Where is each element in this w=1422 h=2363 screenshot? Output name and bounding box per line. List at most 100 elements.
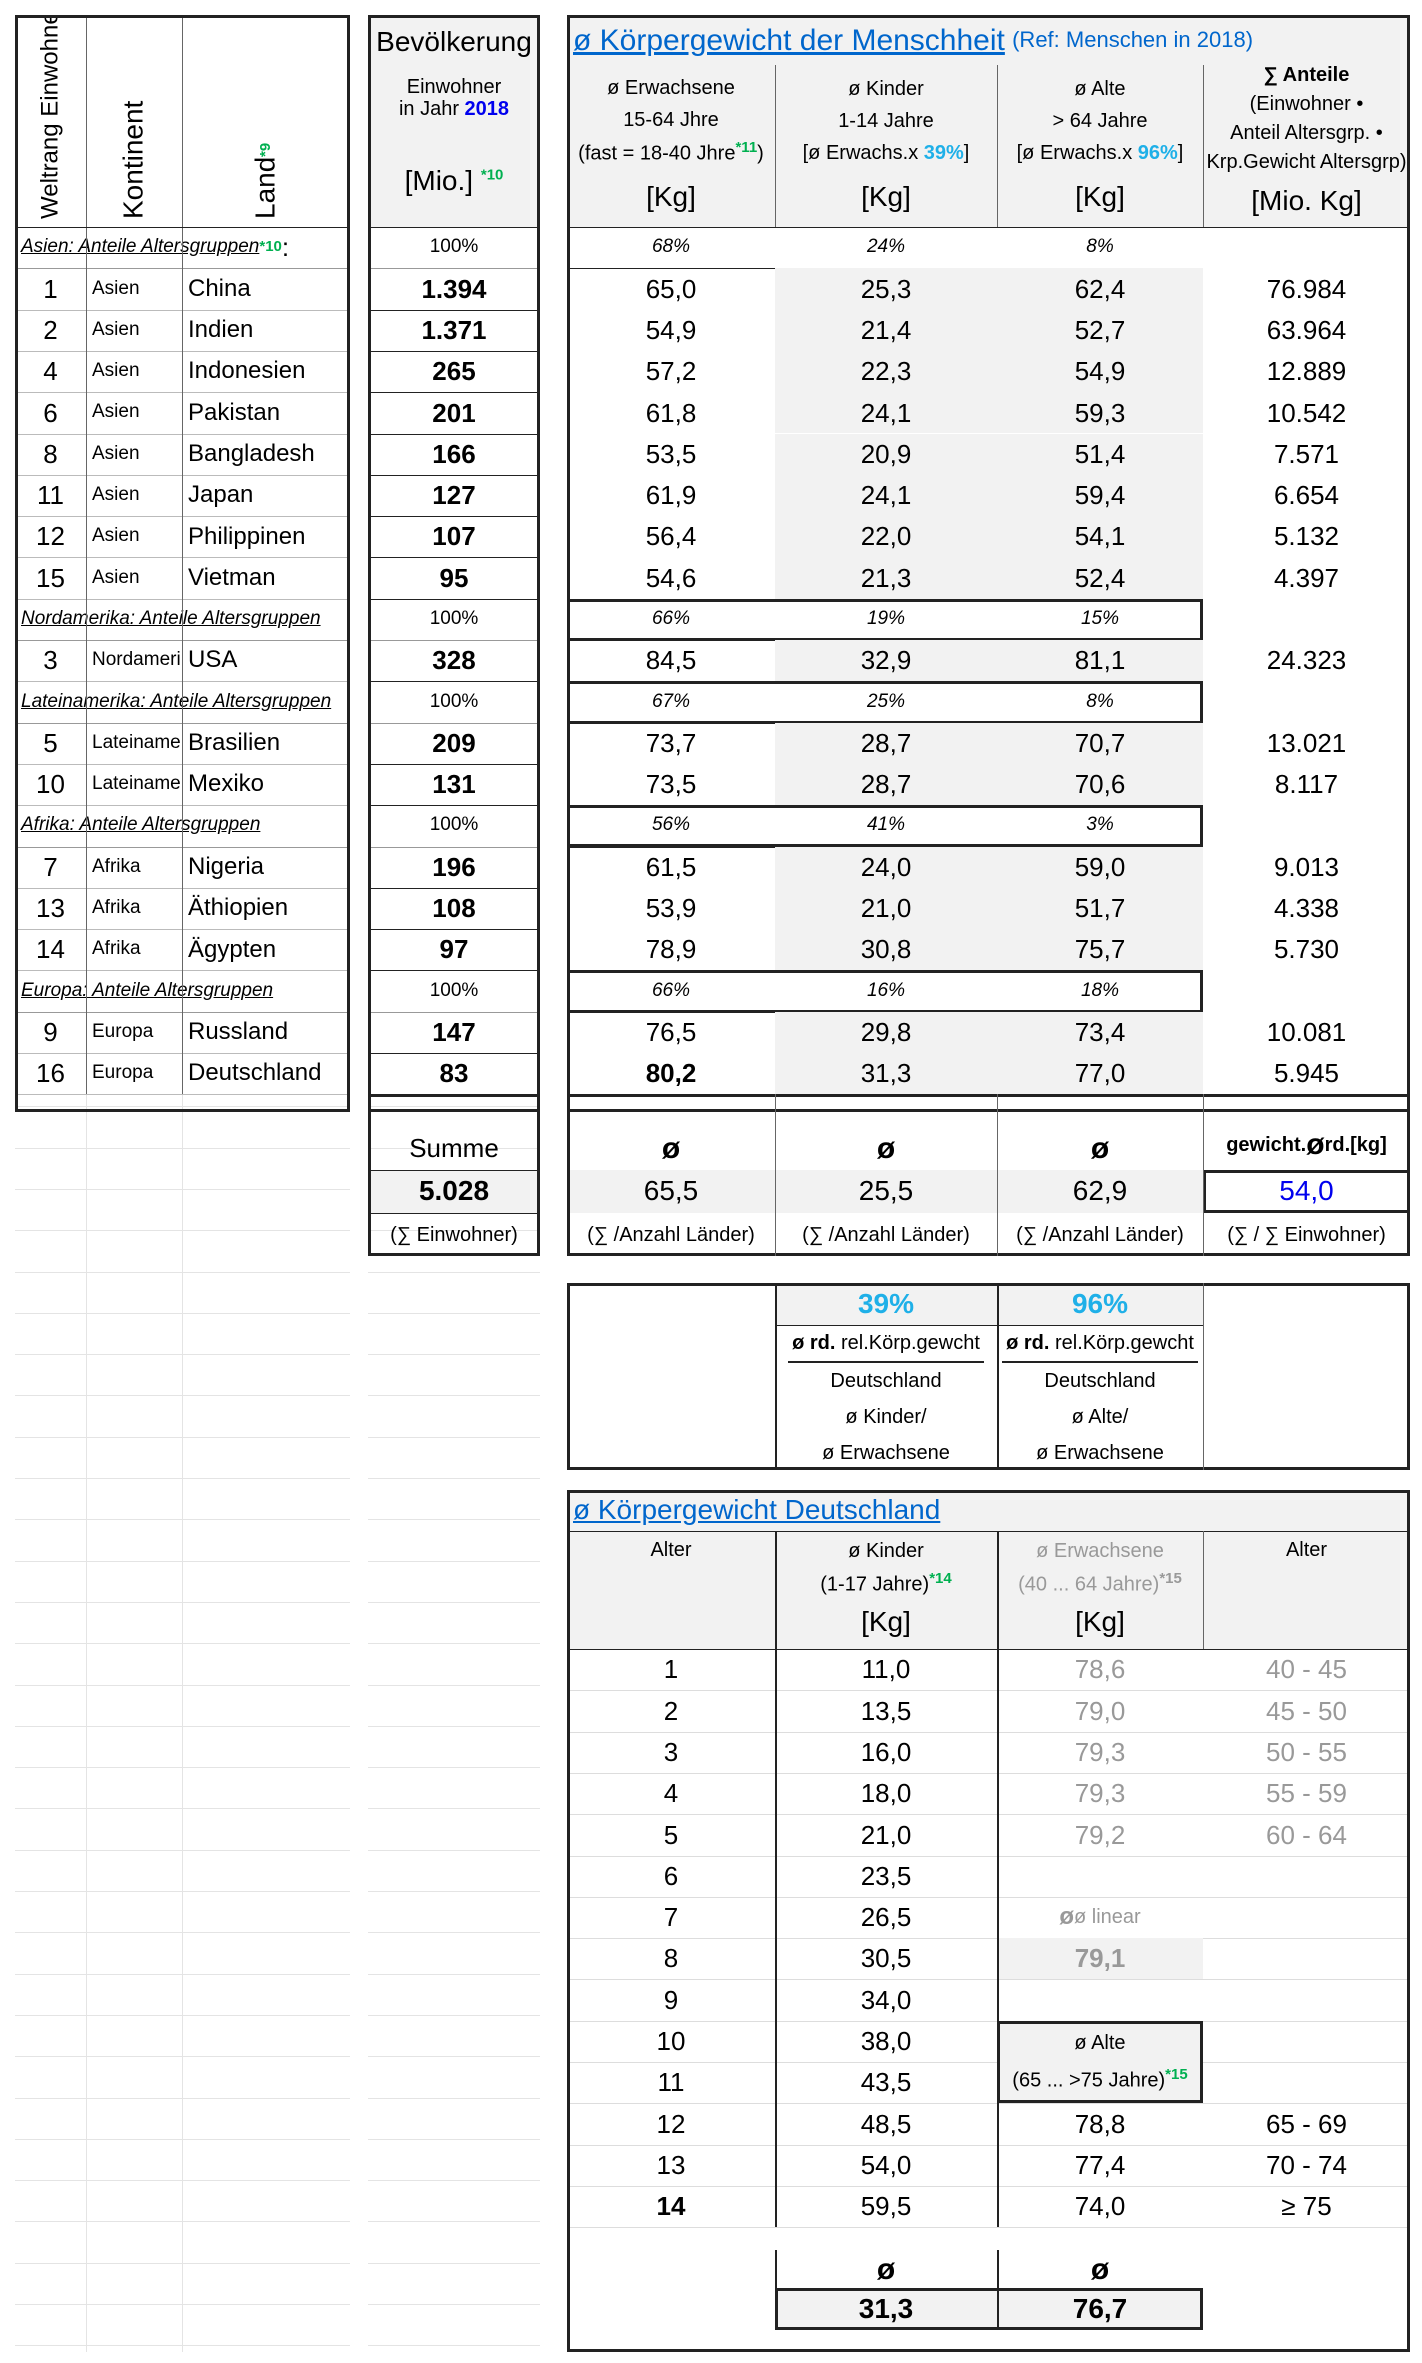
child-weight[interactable]: 22,0	[775, 516, 997, 558]
child-weight[interactable]: 29,8	[775, 1011, 997, 1053]
group-age-share[interactable]: 8%	[1086, 236, 1114, 258]
rank[interactable]: 6	[43, 397, 58, 428]
group-age-share[interactable]: 67%	[651, 690, 691, 712]
group-pop-share[interactable]: 100%	[429, 236, 479, 258]
relative-desc-child[interactable]: ø rd. rel.Körp.gewcht Deutschland ø Kinder…	[775, 1325, 997, 1470]
rank[interactable]: 15	[36, 562, 65, 593]
continent[interactable]: Asien	[92, 442, 140, 464]
population-total-note[interactable]: (∑ Einwohner)	[390, 1223, 518, 1246]
old-weight[interactable]: 75,7	[997, 929, 1203, 971]
age-range[interactable]: 50 - 55	[1266, 1736, 1347, 1767]
header-adult[interactable]: ø Erwachsene 15-64 Jhre (fast = 18-40 Jhre…	[567, 65, 775, 227]
child-weight[interactable]: 48,5	[860, 2108, 912, 2139]
old-weight[interactable]: 59,0	[997, 846, 1203, 888]
old-weight[interactable]: 51,4	[997, 433, 1203, 475]
old-weight[interactable]: 54,9	[997, 350, 1203, 393]
child-weight[interactable]: 32,9	[775, 640, 997, 682]
weight-sum[interactable]: 7.571	[1273, 438, 1340, 469]
age[interactable]: 9	[663, 1984, 679, 2015]
group-age-share[interactable]: 41%	[866, 814, 906, 836]
group-label[interactable]: Lateinamerika: Anteile Altersgruppen	[15, 681, 350, 722]
rank[interactable]: 4	[43, 356, 58, 387]
group-pop-share[interactable]: 100%	[429, 979, 479, 1001]
adult-weight[interactable]: 80,2	[645, 1058, 697, 1089]
avg-note[interactable]: (∑ /Anzahl Länder)	[587, 1223, 755, 1246]
rank[interactable]: 3	[43, 645, 58, 676]
population[interactable]: 127	[432, 480, 476, 511]
avg-symbol[interactable]: ø	[876, 2252, 896, 2286]
main-title[interactable]: ø Körpergewicht der Menschheit (Ref: Men…	[567, 15, 1410, 65]
avg-value[interactable]: 65,5	[567, 1170, 775, 1213]
age-header[interactable]: Alter	[567, 1531, 775, 1649]
header-sum[interactable]: ∑ Anteile (Einwohner • Anteil Altersgrp. •…	[1203, 55, 1410, 227]
child-weight[interactable]: 18,0	[860, 1778, 912, 1809]
age[interactable]: 11	[657, 2067, 685, 2098]
child-weight[interactable]: 13,5	[860, 1695, 912, 1726]
age-range[interactable]: 40 - 45	[1266, 1654, 1347, 1685]
adult-weight[interactable]: 54,9	[645, 314, 697, 345]
child-weight[interactable]: 11,0	[861, 1654, 911, 1685]
child-header[interactable]: ø Kinder (1-17 Jahre)*14 [Kg]	[775, 1531, 997, 1649]
weight-sum[interactable]: 24.323	[1266, 645, 1347, 676]
rank[interactable]: 12	[36, 521, 65, 552]
child-weight[interactable]: 23,5	[860, 1860, 912, 1891]
avg-note[interactable]: (∑ /Anzahl Länder)	[1016, 1223, 1184, 1246]
continent[interactable]: Europa	[92, 1020, 154, 1042]
group-age-share[interactable]: 16%	[866, 979, 906, 1001]
weighted-note[interactable]: (∑ / ∑ Einwohner)	[1227, 1223, 1386, 1246]
weight-sum[interactable]: 5.945	[1273, 1058, 1340, 1089]
country-name[interactable]: Bangladesh	[188, 439, 315, 467]
germany-title[interactable]: ø Körpergewicht Deutschland	[567, 1490, 1410, 1531]
adult-weight[interactable]: 74,0	[1074, 2191, 1126, 2222]
child-weight[interactable]: 31,3	[775, 1053, 997, 1095]
age[interactable]: 4	[663, 1778, 679, 1809]
group-age-share[interactable]: 56%	[651, 814, 691, 836]
age[interactable]: 3	[663, 1736, 679, 1767]
age[interactable]: 14	[656, 2191, 686, 2222]
age[interactable]: 10	[656, 2026, 686, 2057]
child-weight[interactable]: 38,0	[860, 2026, 912, 2057]
old-ratio[interactable]: 96%	[997, 1283, 1203, 1325]
country-name[interactable]: Vietman	[188, 563, 276, 591]
rank[interactable]: 2	[43, 314, 58, 345]
age-range[interactable]: 55 - 59	[1266, 1778, 1347, 1809]
continent[interactable]: Afrika	[92, 855, 141, 877]
rank[interactable]: 10	[36, 769, 65, 800]
avg-symbol[interactable]: ø	[876, 1132, 896, 1165]
population[interactable]: 166	[432, 438, 476, 469]
age-range[interactable]: 65 - 69	[1266, 2108, 1347, 2139]
adult-header[interactable]: ø Erwachsene (40 ... 64 Jahre)*15 [Kg]	[997, 1531, 1203, 1649]
age-range[interactable]: 60 - 64	[1266, 1819, 1347, 1850]
child-average[interactable]: 31,3	[775, 2288, 997, 2330]
country-name[interactable]: Russland	[188, 1018, 289, 1046]
child-weight[interactable]: 21,4	[775, 309, 997, 351]
rank[interactable]: 7	[43, 851, 58, 882]
avg-symbol[interactable]: ø	[1090, 2252, 1110, 2286]
child-weight[interactable]: 28,7	[775, 763, 997, 806]
adult-weight[interactable]: 56,4	[645, 521, 697, 552]
rank[interactable]: 9	[43, 1017, 58, 1048]
age[interactable]: 5	[663, 1819, 679, 1850]
adult-weight[interactable]: 57,2	[645, 356, 697, 387]
adult-weight[interactable]: 77,4	[1074, 2149, 1126, 2180]
weighted-average[interactable]: 54,0	[1203, 1170, 1410, 1213]
avg-value[interactable]: 25,5	[775, 1170, 997, 1213]
population[interactable]: 209	[432, 727, 476, 758]
child-weight[interactable]: 26,5	[860, 1902, 912, 1933]
adult-weight[interactable]: 76,5	[645, 1017, 697, 1048]
avg-symbol[interactable]: ø	[661, 1132, 681, 1165]
group-age-share[interactable]: 18%	[1080, 979, 1120, 1001]
child-ratio[interactable]: 39%	[775, 1283, 997, 1325]
adult-weight[interactable]: 65,0	[645, 273, 697, 304]
country-name[interactable]: Japan	[188, 481, 254, 509]
country-name[interactable]: Indien	[188, 316, 254, 344]
old-weight[interactable]: 81,1	[997, 640, 1203, 682]
continent[interactable]: Asien	[92, 318, 140, 340]
header-old[interactable]: ø Alte > 64 Jahre [ø Erwachs.x 96%] [Kg]	[997, 65, 1203, 227]
child-weight[interactable]: 25,3	[775, 268, 997, 310]
old-weight[interactable]: 77,0	[997, 1053, 1203, 1095]
population[interactable]: 201	[432, 397, 476, 428]
weight-sum[interactable]: 8.117	[1274, 769, 1339, 800]
group-label[interactable]: Afrika: Anteile Altersgruppen	[15, 805, 350, 846]
adult-weight[interactable]: 53,9	[645, 893, 697, 924]
